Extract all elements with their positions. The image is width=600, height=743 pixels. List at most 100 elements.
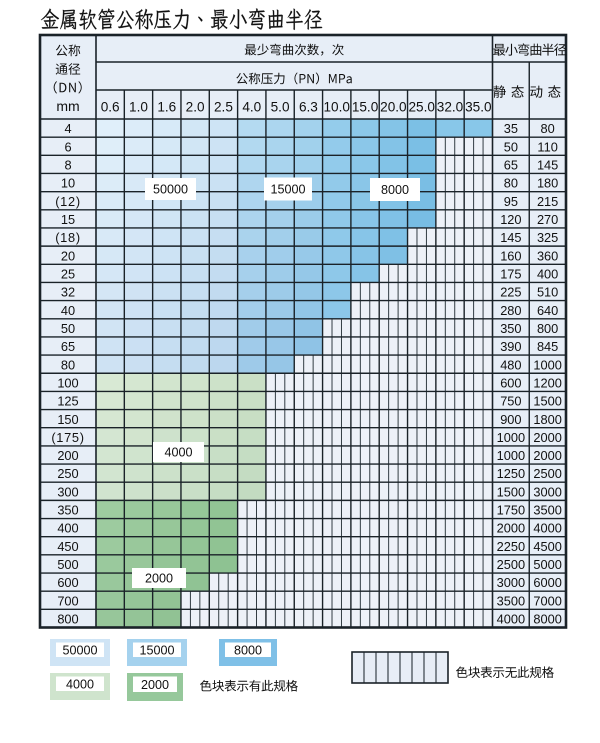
svg-text:10: 10 xyxy=(61,176,75,191)
svg-text:400: 400 xyxy=(57,521,78,536)
svg-text:4000: 4000 xyxy=(497,612,525,627)
svg-text:3000: 3000 xyxy=(497,575,525,590)
svg-text:80: 80 xyxy=(504,176,518,191)
svg-text:4.0: 4.0 xyxy=(242,99,261,114)
svg-text:280: 280 xyxy=(500,303,521,318)
svg-text:120: 120 xyxy=(500,212,521,227)
svg-text:250: 250 xyxy=(57,466,78,481)
svg-text:5000: 5000 xyxy=(533,557,561,572)
svg-text:4000: 4000 xyxy=(533,521,561,536)
svg-text:32.0: 32.0 xyxy=(437,99,464,114)
svg-text:350: 350 xyxy=(57,503,78,518)
svg-text:215: 215 xyxy=(537,194,558,209)
svg-text:160: 160 xyxy=(500,248,521,263)
svg-text:800: 800 xyxy=(57,612,78,627)
svg-text:1750: 1750 xyxy=(497,503,525,518)
svg-text:600: 600 xyxy=(57,575,78,590)
svg-text:200: 200 xyxy=(57,448,78,463)
svg-text:360: 360 xyxy=(537,248,558,263)
svg-text:20.0: 20.0 xyxy=(380,99,407,114)
svg-text:20: 20 xyxy=(61,248,75,263)
svg-text:6: 6 xyxy=(64,139,71,154)
svg-text:1000: 1000 xyxy=(497,448,525,463)
svg-text:6.3: 6.3 xyxy=(299,99,318,114)
svg-text:80: 80 xyxy=(541,121,555,136)
svg-text:35.0: 35.0 xyxy=(465,99,492,114)
svg-text:270: 270 xyxy=(537,212,558,227)
svg-text:100: 100 xyxy=(57,375,78,390)
svg-text:3500: 3500 xyxy=(497,593,525,608)
svg-text:390: 390 xyxy=(500,339,521,354)
svg-text:4000: 4000 xyxy=(66,677,94,691)
svg-text:8000: 8000 xyxy=(234,643,262,657)
svg-text:25.0: 25.0 xyxy=(408,99,435,114)
svg-text:500: 500 xyxy=(57,557,78,572)
svg-text:(12): (12) xyxy=(55,194,81,209)
svg-text:25: 25 xyxy=(61,266,75,281)
svg-text:800: 800 xyxy=(537,321,558,336)
svg-text:300: 300 xyxy=(57,484,78,499)
svg-text:325: 325 xyxy=(537,230,558,245)
svg-text:50: 50 xyxy=(504,139,518,154)
svg-text:2000: 2000 xyxy=(497,521,525,536)
svg-text:600: 600 xyxy=(500,375,521,390)
svg-text:4: 4 xyxy=(64,121,71,136)
svg-text:175: 175 xyxy=(500,266,521,281)
svg-text:35: 35 xyxy=(504,121,518,136)
svg-text:4000: 4000 xyxy=(164,446,192,460)
svg-text:50000: 50000 xyxy=(62,643,97,657)
svg-text:2.0: 2.0 xyxy=(186,99,205,114)
svg-text:2.5: 2.5 xyxy=(214,99,233,114)
svg-text:8: 8 xyxy=(64,158,71,173)
svg-text:900: 900 xyxy=(500,412,521,427)
svg-text:3500: 3500 xyxy=(533,503,561,518)
svg-text:510: 510 xyxy=(537,285,558,300)
svg-text:1250: 1250 xyxy=(497,466,525,481)
svg-text:180: 180 xyxy=(537,176,558,191)
svg-text:1500: 1500 xyxy=(497,484,525,499)
svg-text:145: 145 xyxy=(537,158,558,173)
svg-text:640: 640 xyxy=(537,303,558,318)
svg-text:1000: 1000 xyxy=(533,357,561,372)
svg-text:10.0: 10.0 xyxy=(323,99,350,114)
svg-text:1500: 1500 xyxy=(533,394,561,409)
svg-text:mm: mm xyxy=(56,98,79,114)
svg-text:50: 50 xyxy=(61,321,75,336)
svg-text:8000: 8000 xyxy=(381,183,409,197)
svg-text:1200: 1200 xyxy=(533,375,561,390)
svg-text:(175): (175) xyxy=(51,430,84,445)
svg-text:1.6: 1.6 xyxy=(157,99,176,114)
svg-text:8000: 8000 xyxy=(533,612,561,627)
svg-text:2000: 2000 xyxy=(145,572,173,586)
svg-text:110: 110 xyxy=(537,139,557,154)
svg-text:15: 15 xyxy=(61,212,75,227)
svg-text:750: 750 xyxy=(500,394,521,409)
svg-text:225: 225 xyxy=(500,285,521,300)
svg-text:2500: 2500 xyxy=(497,557,525,572)
svg-text:350: 350 xyxy=(500,321,521,336)
svg-text:15000: 15000 xyxy=(139,643,174,657)
svg-text:400: 400 xyxy=(537,266,558,281)
svg-text:3000: 3000 xyxy=(533,484,561,499)
svg-text:32: 32 xyxy=(61,285,75,300)
svg-text:2500: 2500 xyxy=(533,466,561,481)
svg-text:1800: 1800 xyxy=(533,412,561,427)
svg-text:7000: 7000 xyxy=(533,593,561,608)
svg-text:50000: 50000 xyxy=(153,183,188,197)
svg-text:1.0: 1.0 xyxy=(129,99,148,114)
svg-text:845: 845 xyxy=(537,339,558,354)
svg-text:125: 125 xyxy=(57,394,78,409)
svg-text:450: 450 xyxy=(57,539,78,554)
svg-text:6000: 6000 xyxy=(533,575,561,590)
svg-text:700: 700 xyxy=(57,593,78,608)
svg-text:5.0: 5.0 xyxy=(271,99,290,114)
svg-text:65: 65 xyxy=(504,158,518,173)
svg-text:2000: 2000 xyxy=(141,678,169,692)
svg-text:15.0: 15.0 xyxy=(352,99,379,114)
svg-text:480: 480 xyxy=(500,357,521,372)
svg-text:145: 145 xyxy=(500,230,521,245)
svg-text:95: 95 xyxy=(504,194,518,209)
svg-text:4500: 4500 xyxy=(533,539,561,554)
svg-text:15000: 15000 xyxy=(270,183,305,197)
svg-text:65: 65 xyxy=(61,339,75,354)
